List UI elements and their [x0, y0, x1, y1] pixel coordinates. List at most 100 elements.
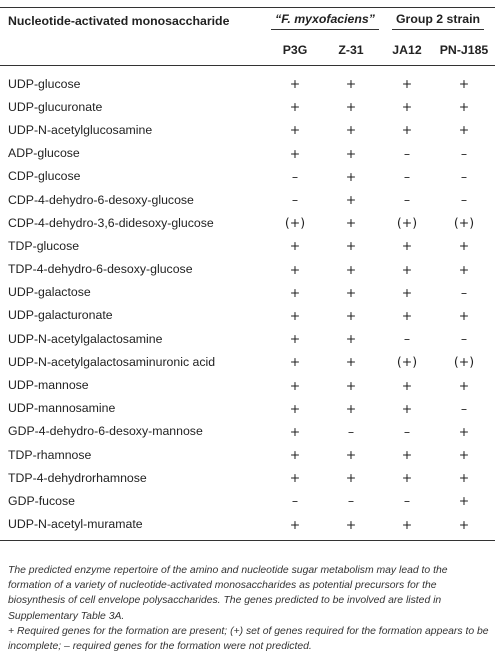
cell-value: – [460, 284, 468, 300]
table-row: GDP-4-dehydro-6-desoxy-mannose + – – + [0, 420, 495, 443]
group-header-myxofaciens: “F. myxofaciens” [269, 8, 381, 35]
row-label: TDP-rhamnose [8, 447, 92, 462]
cell-value: – [291, 192, 299, 208]
cell-value: – [403, 423, 411, 439]
cell-value: + [345, 516, 357, 532]
row-label: UDP-mannosamine [8, 401, 116, 416]
cell-value: + [289, 423, 301, 439]
caption-legend: + Required genes for the formation are p… [8, 625, 489, 653]
cell-value: (+) [284, 215, 306, 231]
group-header-myxofaciens-label: “F. myxofaciens” [271, 12, 379, 30]
cell-value: + [345, 238, 357, 254]
row-label: UDP-N-acetylglucosamine [8, 122, 153, 137]
cell-value: + [289, 76, 301, 92]
table-row: UDP-galacturonate + + + + [0, 304, 495, 327]
cell-value: – [460, 145, 468, 161]
row-label: GDP-fucose [8, 493, 75, 508]
column-header-z31: Z-31 [338, 42, 364, 57]
table-row: ADP-glucose + + – – [0, 142, 495, 165]
row-label: ADP-glucose [8, 146, 80, 161]
column-header-p3g: P3G [282, 42, 308, 57]
cell-value: (+) [396, 354, 418, 370]
cell-value: + [401, 377, 413, 393]
cell-value: + [289, 331, 301, 347]
cell-value: + [345, 168, 357, 184]
cell-value: – [460, 400, 468, 416]
column-header-ja12: JA12 [392, 42, 422, 57]
caption-paragraph: The predicted enzyme repertoire of the a… [8, 565, 448, 622]
cell-value: – [403, 493, 411, 509]
cell-value: + [458, 516, 470, 532]
cell-value: + [345, 307, 357, 323]
table-row: CDP-4-dehydro-6-desoxy-glucose – + – – [0, 188, 495, 211]
header-row-groups: Nucleotide-activated monosaccharide “F. … [0, 7, 495, 35]
table-row: UDP-mannose + + + + [0, 373, 495, 396]
cell-value: + [345, 400, 357, 416]
cell-value: + [345, 377, 357, 393]
group-header-group2: Group 2 strain [381, 8, 495, 35]
cell-value: + [401, 99, 413, 115]
table-row: UDP-N-acetylgalactosaminuronic acid + + (+)… [0, 350, 495, 373]
row-label: UDP-glucose [8, 76, 81, 91]
cell-value: + [458, 447, 470, 463]
cell-value: + [401, 516, 413, 532]
cell-value: + [458, 377, 470, 393]
cell-value: + [289, 516, 301, 532]
cell-value: (+) [396, 215, 418, 231]
cell-value: + [289, 400, 301, 416]
cell-value: + [289, 284, 301, 300]
header-row-strains: P3G Z-31 JA12 PN-J185 [0, 34, 495, 66]
cell-value: + [345, 447, 357, 463]
cell-value: + [289, 238, 301, 254]
cell-value: + [401, 470, 413, 486]
table-row: UDP-glucose + + + + [0, 66, 495, 96]
row-label: UDP-N-acetylgalactosamine [8, 331, 163, 346]
cell-value: – [291, 493, 299, 509]
cell-value: + [289, 122, 301, 138]
table-row: UDP-mannosamine + + + – [0, 397, 495, 420]
row-label: TDP-4-dehydrorhamnose [8, 470, 147, 485]
cell-value: + [289, 145, 301, 161]
table-row: TDP-rhamnose + + + + [0, 443, 495, 466]
cell-value: – [291, 168, 299, 184]
cell-value: + [458, 122, 470, 138]
table-caption: The predicted enzyme repertoire of the a… [8, 563, 492, 654]
table-body: UDP-glucose + + + + UDP-glucuronate + + + + UDP-N-… [0, 66, 495, 541]
cell-value: + [289, 261, 301, 277]
cell-value: – [460, 331, 468, 347]
cell-value: + [401, 400, 413, 416]
cell-value: + [458, 76, 470, 92]
cell-value: + [289, 447, 301, 463]
table-row: GDP-fucose – – – + [0, 489, 495, 512]
row-label: GDP-4-dehydro-6-desoxy-mannose [8, 424, 203, 439]
table-row: UDP-glucuronate + + + + [0, 95, 495, 118]
cell-value: + [458, 307, 470, 323]
cell-value: + [289, 470, 301, 486]
table-row: UDP-galactose + + + – [0, 281, 495, 304]
cell-value: – [347, 493, 355, 509]
cell-value: + [345, 470, 357, 486]
cell-value: + [401, 122, 413, 138]
cell-value: – [403, 331, 411, 347]
column-header-blank [0, 34, 269, 66]
table-row: UDP-N-acetyl-muramate + + + + [0, 513, 495, 541]
cell-value: + [458, 493, 470, 509]
cell-value: + [345, 284, 357, 300]
row-label: UDP-galacturonate [8, 308, 113, 323]
cell-value: + [458, 238, 470, 254]
column-header-pnj185: PN-J185 [439, 42, 489, 57]
cell-value: + [345, 99, 357, 115]
cell-value: + [289, 307, 301, 323]
table-row: TDP-glucose + + + + [0, 234, 495, 257]
cell-value: + [289, 377, 301, 393]
cell-value: (+) [453, 215, 475, 231]
row-label: UDP-glucuronate [8, 99, 103, 114]
table-row: CDP-glucose – + – – [0, 165, 495, 188]
row-label: CDP-glucose [8, 169, 81, 184]
cell-value: + [345, 76, 357, 92]
cell-value: + [401, 447, 413, 463]
table-row: TDP-4-dehydrorhamnose + + + + [0, 466, 495, 489]
cell-value: + [345, 122, 357, 138]
table-row: UDP-N-acetylglucosamine + + + + [0, 118, 495, 141]
